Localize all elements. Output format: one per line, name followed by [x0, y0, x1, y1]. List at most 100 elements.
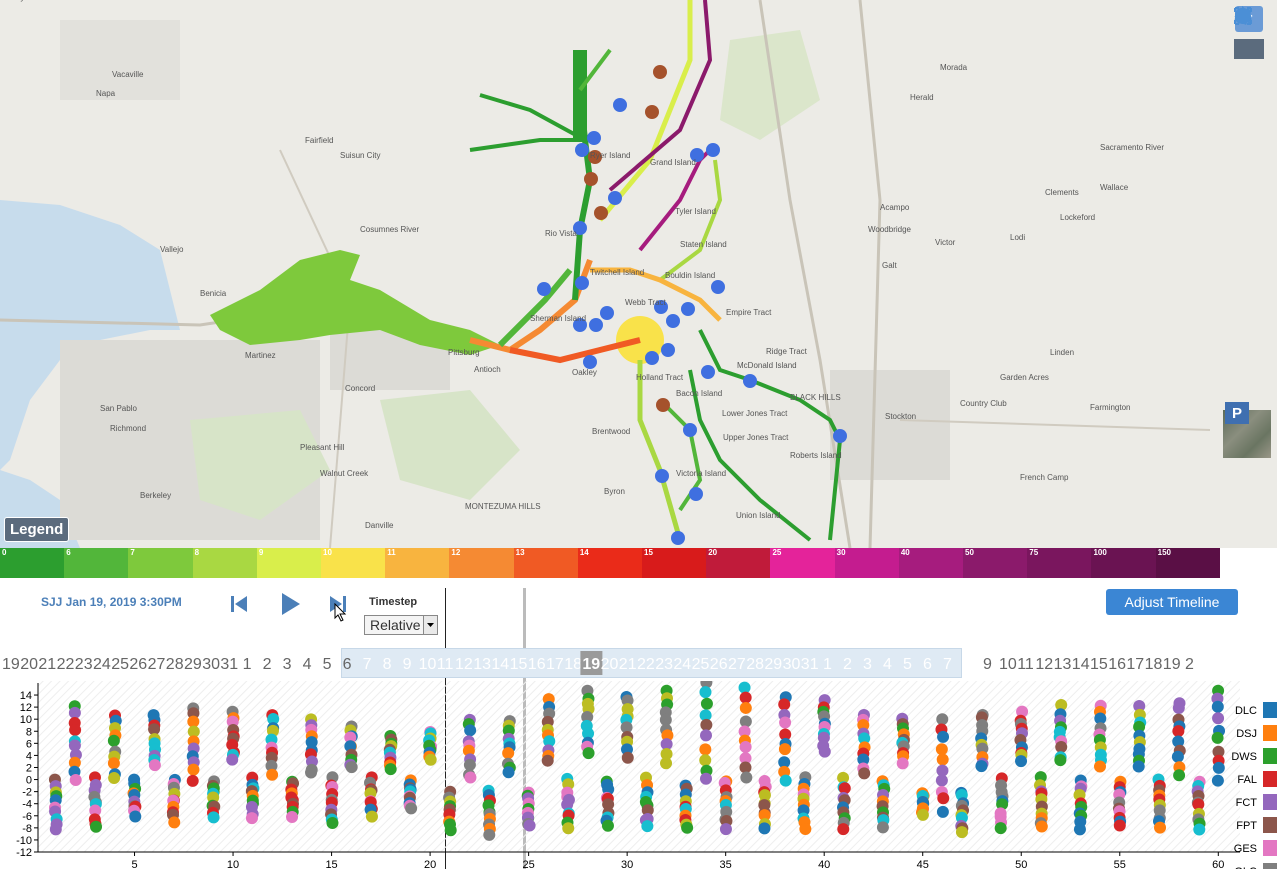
pointer-tool[interactable]	[1235, 9, 1263, 92]
timeline-label[interactable]: 13	[1054, 656, 1072, 673]
timeline-label[interactable]: 20	[601, 656, 619, 673]
timeline-label[interactable]: 22	[57, 656, 75, 673]
timeline-window[interactable]	[341, 648, 962, 678]
timeline-label[interactable]: 27	[148, 656, 166, 673]
refresh-tool[interactable]	[1235, 6, 1263, 290]
adjust-timeline-button[interactable]: Adjust Timeline	[1106, 589, 1238, 615]
timeline-label[interactable]: 20	[20, 656, 38, 673]
legend-swatch[interactable]	[1263, 725, 1277, 741]
timeline-label[interactable]: 23	[75, 656, 93, 673]
timeline-label[interactable]: 8	[963, 656, 972, 673]
timeline-label[interactable]: 13	[473, 656, 491, 673]
skip-forward-icon[interactable]	[328, 592, 348, 616]
playback-controls: SJJ Jan 19, 2019 3:30PM Timestep Relativ…	[0, 580, 1277, 640]
timeline-label[interactable]: 2	[1185, 656, 1194, 673]
timeline-label[interactable]: 14	[1072, 656, 1090, 673]
timeline-label[interactable]: 31	[220, 656, 238, 673]
play-icon[interactable]	[279, 590, 303, 618]
timeline-label[interactable]: 6	[923, 656, 932, 673]
timeline-labels[interactable]: 19 20 21 22 23 24 25 26 27 28 29 30 31 1 2 3 4 5 6 7 8 9 10 11 1…	[0, 648, 1277, 678]
legend-swatch[interactable]	[1263, 840, 1277, 856]
timeline-label[interactable]: 1	[243, 656, 252, 673]
upload-tool[interactable]	[1234, 10, 1263, 257]
timeline-label[interactable]: 6	[343, 656, 352, 673]
timeline-label[interactable]: 4	[883, 656, 892, 673]
clock-tool[interactable]	[1235, 8, 1263, 356]
timeline-label[interactable]: 26	[129, 656, 147, 673]
map-svg[interactable]: Vacaville Napa Fairfield Suisun City Vallejo…	[0, 0, 1277, 548]
p-badge[interactable]: P	[1225, 402, 1249, 424]
timeline-label[interactable]: 24	[673, 656, 691, 673]
timeline-label[interactable]: 16	[528, 656, 546, 673]
timeline-label[interactable]: 1	[823, 656, 832, 673]
timeline-label[interactable]: 2	[263, 656, 272, 673]
timeline-label[interactable]: 3	[283, 656, 292, 673]
timeline-label[interactable]: 2	[843, 656, 852, 673]
timeline-label[interactable]: 9	[403, 656, 412, 673]
legend-swatch[interactable]	[1263, 817, 1277, 833]
timeline-label[interactable]: 22	[637, 656, 655, 673]
timestep-select[interactable]: Relative	[364, 615, 438, 635]
arrow-tool[interactable]	[1234, 11, 1264, 59]
timeline-label[interactable]: 14	[491, 656, 509, 673]
timeline-label[interactable]: 17	[546, 656, 564, 673]
legend-swatch[interactable]	[1263, 771, 1277, 787]
timeline-label[interactable]: 10	[999, 656, 1017, 673]
timeline-label[interactable]: 23	[655, 656, 673, 673]
zoom-out-tool[interactable]	[1235, 8, 1263, 158]
timeline-label[interactable]: 19	[582, 656, 600, 673]
timeline-label[interactable]: 11	[1017, 656, 1034, 673]
timeline-label[interactable]: 21	[38, 656, 56, 673]
timeline-label[interactable]: 17	[1126, 656, 1144, 673]
skip-back-icon[interactable]	[229, 592, 249, 616]
map-view[interactable]: Vacaville Napa Fairfield Suisun City Vallejo…	[0, 0, 1277, 548]
layers-tool[interactable]	[1234, 9, 1263, 323]
timeline-label[interactable]: 15	[1090, 656, 1108, 673]
timeline-label[interactable]: 10	[419, 656, 437, 673]
timeline-label[interactable]: 15	[510, 656, 528, 673]
data-point	[994, 822, 1007, 835]
timeline-label[interactable]: 21	[619, 656, 637, 673]
chevron-down-icon[interactable]	[423, 616, 437, 634]
timeline-label[interactable]: 30	[783, 656, 801, 673]
timeline-label[interactable]: 26	[710, 656, 728, 673]
timeline-label[interactable]: 4	[303, 656, 312, 673]
legend-swatch[interactable]	[1263, 702, 1277, 718]
timeline-label[interactable]: 18	[564, 656, 582, 673]
legend-swatch[interactable]	[1263, 794, 1277, 810]
timeline-label[interactable]: 3	[863, 656, 872, 673]
legend-swatch[interactable]	[1263, 748, 1277, 764]
timeline-label[interactable]: 29	[184, 656, 202, 673]
timeline-label[interactable]: 24	[93, 656, 111, 673]
timeline-label[interactable]: 28	[166, 656, 184, 673]
zoom-in-tool[interactable]	[1235, 8, 1263, 125]
timeline-label[interactable]: 9	[983, 656, 992, 673]
timeline-label[interactable]: 27	[728, 656, 746, 673]
timeline-label[interactable]: 5	[903, 656, 912, 673]
extent-tool[interactable]	[1234, 7, 1263, 389]
timeline-label[interactable]: 5	[323, 656, 332, 673]
timeline-label[interactable]: 18	[1145, 656, 1163, 673]
timeline-label[interactable]: 12	[1035, 656, 1053, 673]
timeline-label[interactable]: 30	[202, 656, 220, 673]
legend-button[interactable]: Legend	[4, 517, 70, 542]
timeline-label[interactable]: 28	[746, 656, 764, 673]
timeline-label[interactable]: 7	[363, 656, 372, 673]
timeline-label[interactable]: 31	[801, 656, 819, 673]
legend-swatch[interactable]	[1263, 863, 1277, 869]
timeline-label[interactable]: 25	[111, 656, 129, 673]
timeline-label[interactable]: 19	[2, 656, 20, 673]
timeline-label[interactable]: 25	[692, 656, 710, 673]
timeline-label[interactable]: 16	[1108, 656, 1126, 673]
timeline-label[interactable]: 19	[1163, 656, 1181, 673]
data-point	[463, 758, 476, 771]
ruler-tool[interactable]	[1235, 9, 1263, 191]
pencil-tool[interactable]	[1235, 8, 1263, 224]
timeline-label[interactable]: 7	[943, 656, 952, 673]
timeline-label[interactable]: 8	[383, 656, 392, 673]
scale-swatch: 14	[577, 548, 643, 578]
timeline-label[interactable]: 29	[764, 656, 782, 673]
timeline-label[interactable]: 11	[437, 656, 454, 673]
timeline-label[interactable]: 12	[455, 656, 473, 673]
